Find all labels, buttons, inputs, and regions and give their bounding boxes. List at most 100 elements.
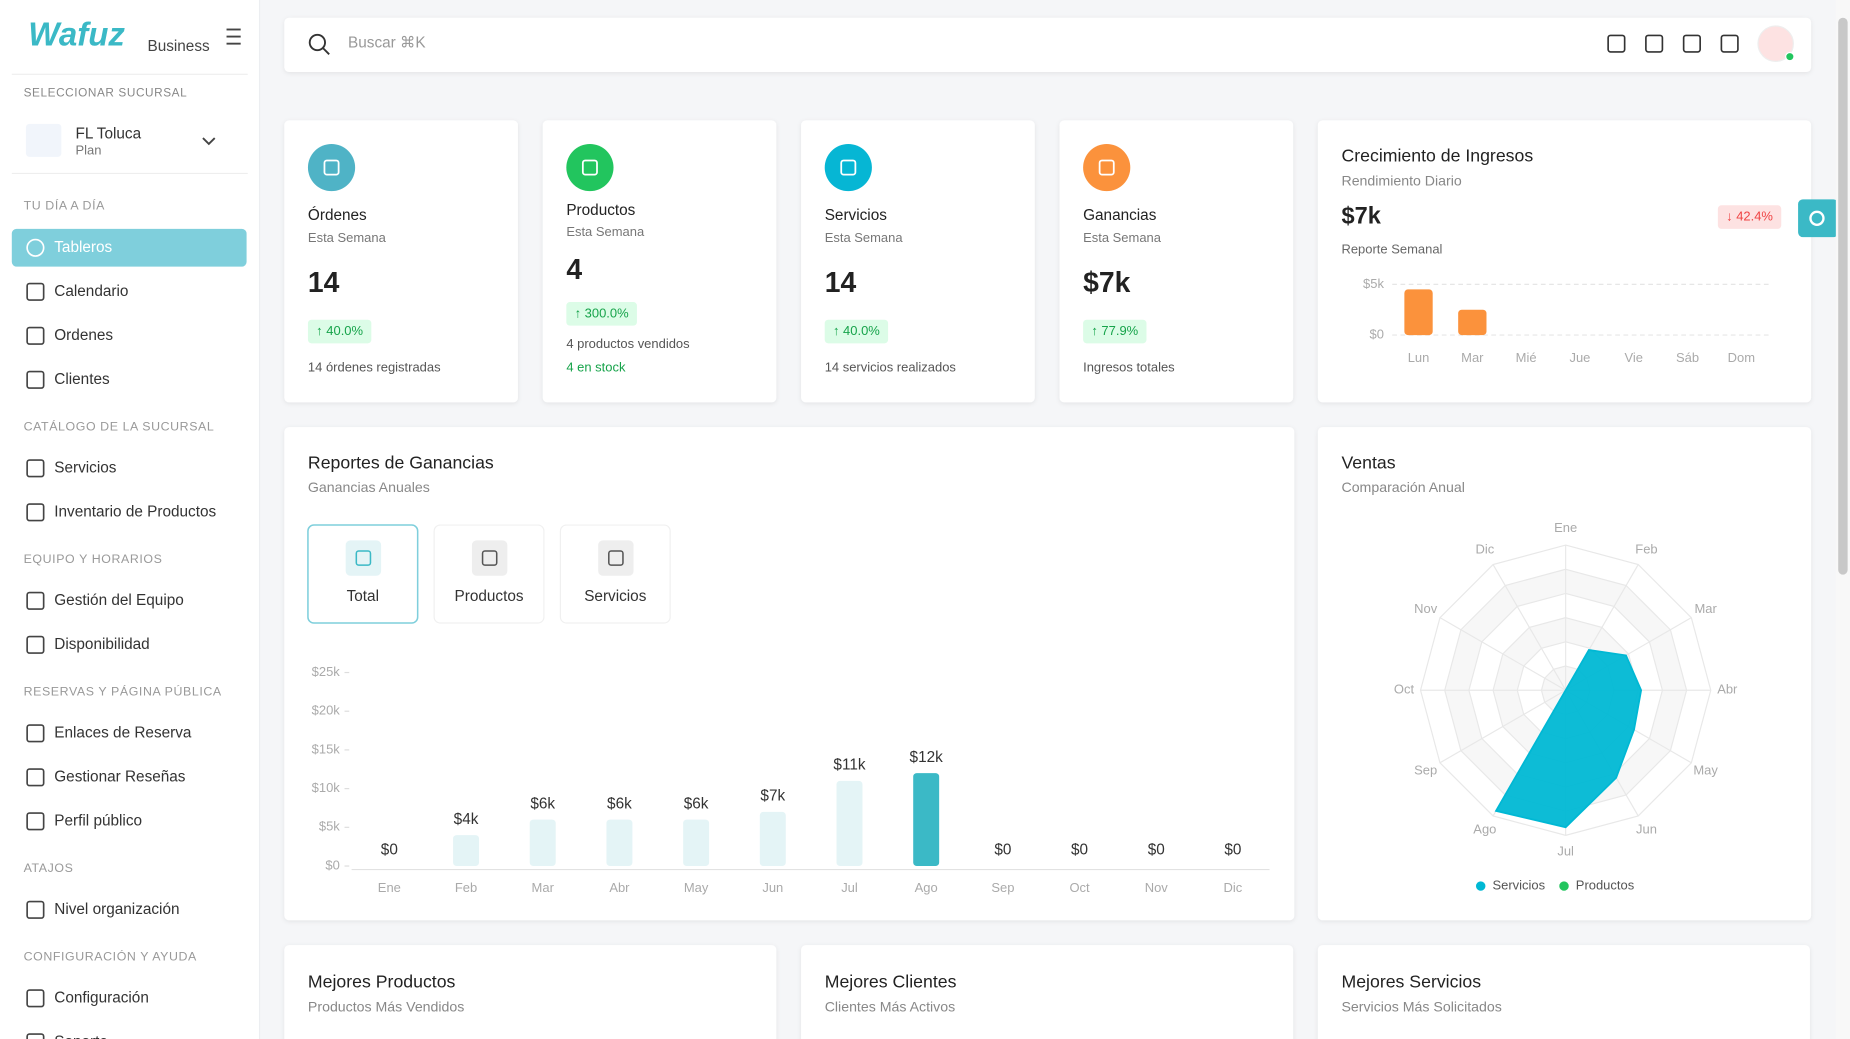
x-tick-label: Lun: [1408, 350, 1430, 365]
legend-label: Servicios: [1493, 878, 1546, 893]
menu-icon: [26, 282, 45, 301]
toolbar-icon[interactable]: [1607, 34, 1626, 53]
x-tick-label: Oct: [1069, 880, 1090, 895]
menu-item[interactable]: Gestión del Equipo: [54, 592, 184, 609]
menu-item[interactable]: Tableros: [54, 239, 112, 256]
value-label: $0: [1071, 842, 1088, 859]
menu-item[interactable]: Calendario: [54, 283, 128, 300]
menu-item[interactable]: Enlaces de Reserva: [54, 724, 192, 741]
toolbar-icon[interactable]: [1682, 34, 1701, 53]
settings-icon: [1809, 210, 1825, 226]
section-title: CATÁLOGO DE LA SUCURSAL: [24, 418, 215, 433]
axis-label: Abr: [1717, 682, 1738, 697]
top-bar: [284, 17, 1812, 72]
search-input[interactable]: Buscar ⌘K: [348, 35, 426, 52]
axis-label: Jul: [1557, 843, 1574, 858]
active-item[interactable]: [11, 228, 247, 267]
branch-plan: Plan: [76, 142, 102, 157]
axis-label: Sep: [1414, 762, 1437, 777]
axis-label: Nov: [1414, 601, 1438, 616]
axis-label: May: [1693, 762, 1718, 777]
menu-item[interactable]: Servicios: [54, 459, 117, 476]
menu-item[interactable]: Disponibilidad: [54, 636, 149, 653]
axis-label: Jun: [1636, 822, 1657, 837]
badge: [566, 302, 637, 326]
card-subtitle: Ganancias Anuales: [308, 479, 430, 495]
stat-value: $7k: [1083, 266, 1130, 298]
badge-text: ↑ 300.0%: [575, 305, 630, 320]
scrollbar-thumb[interactable]: [1838, 17, 1848, 575]
axis-label: Ene: [1554, 520, 1577, 535]
toolbar-icon[interactable]: [1720, 34, 1739, 53]
radar-spoke: [1492, 564, 1567, 691]
card-title: Ventas: [1341, 452, 1395, 472]
menu-item[interactable]: Clientes: [54, 371, 110, 388]
avatar[interactable]: [1757, 25, 1794, 62]
value-label: $6k: [607, 795, 632, 812]
stat-note: 14 servicios realizados: [825, 360, 957, 375]
badge: [1083, 319, 1147, 344]
growth-caption: Reporte Semanal: [1341, 242, 1442, 257]
card-title: Reportes de Ganancias: [308, 452, 494, 472]
value-label: $11k: [833, 757, 865, 774]
x-tick-label: Dom: [1728, 350, 1755, 365]
x-tick-label: Sep: [991, 880, 1014, 895]
y-tick-label: $5k: [1363, 276, 1384, 291]
x-tick-label: Abr: [609, 880, 630, 895]
stat-title: Servicios: [825, 207, 888, 224]
card-title: Mejores Productos: [308, 972, 456, 992]
settings-button[interactable]: [1798, 199, 1839, 238]
tab-icon: [345, 540, 382, 576]
stat-icon-glyph: [323, 159, 340, 176]
tab-icon-glyph: [481, 550, 498, 566]
section-title: EQUIPO Y HORARIOS: [24, 552, 163, 566]
list-card: [284, 945, 777, 1039]
menu-icon: [26, 989, 45, 1008]
section-title: SELECCIONAR SUCURSAL: [24, 86, 188, 99]
x-tick-label: Vie: [1624, 350, 1643, 365]
tab-label[interactable]: Servicios: [584, 588, 647, 605]
legend-dot: [1475, 881, 1486, 891]
menu-item[interactable]: Ordenes: [54, 327, 113, 344]
menu-item[interactable]: Gestionar Reseñas: [54, 768, 186, 785]
x-tick-label: Jun: [762, 880, 783, 895]
menu-item[interactable]: Nivel organización: [54, 901, 179, 918]
menu-item[interactable]: Inventario de Productos: [54, 503, 216, 520]
list-card: [801, 945, 1294, 1039]
x-tick-label: Dic: [1224, 880, 1243, 895]
menu-icon: [26, 768, 45, 787]
branch-name[interactable]: FL Toluca: [76, 126, 142, 143]
x-tick-label: Jul: [841, 880, 858, 895]
menu-icon: [26, 1033, 45, 1039]
legend-dot: [1559, 881, 1569, 891]
menu-icon: [26, 238, 45, 257]
x-tick-label: Mar: [532, 880, 555, 895]
tab-label[interactable]: Total: [347, 588, 379, 605]
value-label: $0: [1224, 842, 1241, 859]
stat-subtitle: Esta Semana: [825, 230, 904, 245]
menu-icon: [26, 591, 45, 610]
stat-icon: [307, 143, 356, 192]
bar: [1458, 309, 1487, 336]
branch-chevron[interactable]: [202, 137, 216, 146]
menu-icon: [26, 503, 45, 522]
stat-value: 4: [566, 253, 582, 285]
menu-icon: [26, 900, 45, 919]
card-subtitle: Clientes Más Activos: [825, 998, 955, 1014]
bar: [913, 773, 940, 867]
toolbar-icon[interactable]: [1645, 34, 1664, 53]
value-label: $0: [381, 842, 398, 859]
stat-icon-glyph: [581, 159, 598, 176]
branch-logo: [25, 123, 62, 157]
section-title: CONFIGURACIÓN Y AYUDA: [24, 948, 197, 963]
tab-icon-glyph: [355, 550, 372, 566]
tab-label[interactable]: Productos: [455, 588, 524, 605]
menu-item[interactable]: Perfil público: [54, 812, 142, 829]
menu-item[interactable]: Soporte: [54, 1033, 108, 1039]
stat-extra: 4 en stock: [566, 360, 626, 375]
y-tick-label: $5k: [319, 819, 340, 834]
card-title: Mejores Clientes: [825, 972, 957, 992]
menu-item[interactable]: Configuración: [54, 989, 149, 1006]
earnings-card: [284, 427, 1295, 921]
bar: [759, 811, 786, 867]
